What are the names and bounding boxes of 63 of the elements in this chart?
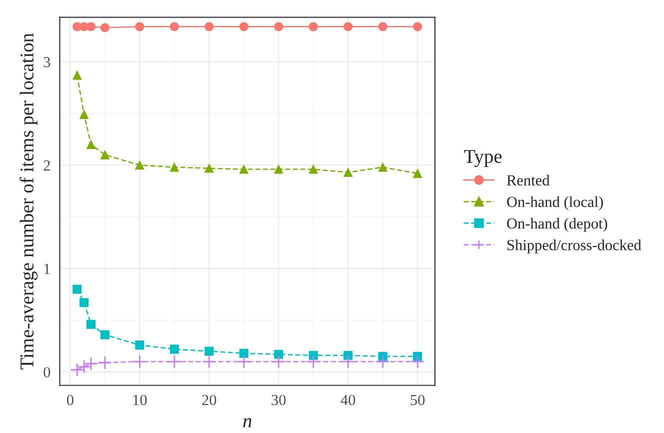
point — [239, 164, 248, 174]
point — [100, 150, 110, 160]
x-tick-label: 10 — [133, 394, 147, 406]
point — [272, 354, 286, 369]
point — [170, 162, 179, 172]
x-tick-label: 20 — [202, 394, 216, 406]
y-tick-label: 0 — [44, 367, 50, 378]
point — [239, 22, 248, 32]
point — [376, 354, 390, 369]
point — [170, 344, 179, 354]
point — [410, 354, 424, 369]
y-tick-label: 3 — [44, 56, 50, 68]
point — [86, 22, 96, 32]
point — [413, 22, 422, 32]
y-tick-label: 2 — [44, 160, 50, 170]
point — [308, 22, 318, 32]
x-tick-label: 0 — [66, 394, 74, 406]
point — [100, 330, 110, 340]
point — [341, 354, 356, 369]
point — [98, 356, 112, 370]
point — [239, 348, 248, 358]
point — [378, 162, 388, 172]
point — [135, 22, 144, 32]
point — [86, 320, 96, 329]
point — [100, 23, 110, 32]
point — [86, 140, 96, 149]
legend-label: Shipped/cross-docked — [507, 240, 642, 254]
point — [413, 352, 422, 361]
legend-label: On-hand (local) — [507, 196, 603, 210]
point — [80, 298, 89, 308]
legend-label: On-hand (depot) — [507, 218, 608, 232]
x-axis-title: n — [243, 418, 252, 428]
point — [135, 160, 144, 170]
point — [202, 354, 216, 369]
point — [378, 22, 388, 32]
point — [274, 164, 284, 174]
point — [72, 70, 82, 80]
point — [204, 346, 214, 356]
point — [170, 22, 179, 32]
point — [274, 22, 284, 32]
point — [132, 354, 147, 369]
point — [72, 284, 82, 294]
point — [80, 110, 89, 120]
x-tick-label: 50 — [410, 394, 425, 406]
point — [344, 168, 353, 177]
legend-label: Rented — [506, 174, 550, 186]
point — [308, 164, 318, 174]
x-tick-label: 30 — [272, 394, 286, 406]
point — [344, 22, 353, 32]
point — [413, 168, 422, 178]
point — [204, 22, 214, 32]
point — [236, 354, 251, 369]
y-tick-label: 1 — [44, 264, 50, 274]
point — [308, 350, 318, 360]
point — [204, 164, 214, 173]
point — [344, 350, 353, 360]
x-tick-label: 40 — [340, 394, 356, 406]
point — [135, 340, 144, 350]
point — [306, 354, 320, 369]
point — [274, 350, 284, 359]
point — [167, 354, 182, 369]
y-axis-title: Time-average number of items per location — [20, 33, 38, 370]
legend-title: Type — [464, 150, 502, 168]
